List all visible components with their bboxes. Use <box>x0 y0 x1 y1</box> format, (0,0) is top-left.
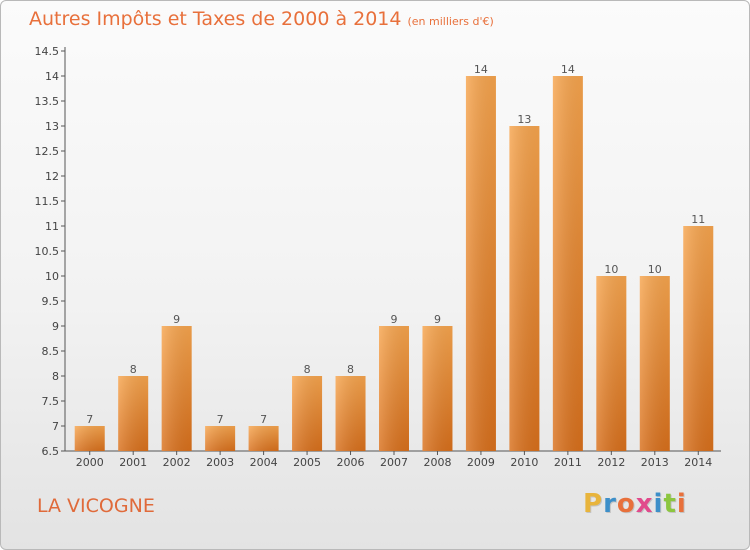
y-tick-label: 11.5 <box>35 195 60 208</box>
bar-value-label: 14 <box>561 63 575 76</box>
chart-title: Autres Impôts et Taxes de 2000 à 2014 (en… <box>29 8 494 30</box>
logo-letter: i <box>676 489 687 519</box>
bar-shade <box>509 126 540 451</box>
bar-value-label: 7 <box>86 413 93 426</box>
bar-shade <box>205 426 236 451</box>
bar-shade <box>248 426 279 451</box>
bar-value-label: 10 <box>648 263 662 276</box>
y-tick-label: 7 <box>52 420 59 433</box>
x-tick-label: 2013 <box>641 456 669 469</box>
x-tick-label: 2012 <box>597 456 625 469</box>
bar-value-label: 9 <box>173 313 180 326</box>
logo-letter: P <box>583 489 604 519</box>
y-tick-label: 11 <box>45 220 59 233</box>
bar-value-label: 9 <box>434 313 441 326</box>
y-tick-label: 10 <box>45 270 59 283</box>
bar-value-label: 14 <box>474 63 488 76</box>
bar-value-label: 10 <box>604 263 618 276</box>
x-tick-label: 2006 <box>337 456 365 469</box>
x-tick-label: 2000 <box>76 456 104 469</box>
y-tick-label: 7.5 <box>42 395 60 408</box>
bar-shade <box>118 376 149 451</box>
bar-shade <box>639 276 670 451</box>
x-tick-label: 2003 <box>206 456 234 469</box>
y-tick-label: 9 <box>52 320 59 333</box>
bar-shade <box>292 376 323 451</box>
logo-letter: r <box>603 489 617 519</box>
x-tick-label: 2001 <box>119 456 147 469</box>
bar-shade <box>422 326 453 451</box>
x-tick-label: 2009 <box>467 456 495 469</box>
bar-shade <box>552 76 583 451</box>
x-tick-label: 2005 <box>293 456 321 469</box>
bar-shade <box>683 226 714 451</box>
bar-value-label: 8 <box>304 363 311 376</box>
y-tick-label: 14 <box>45 70 59 83</box>
y-tick-label: 13 <box>45 120 59 133</box>
y-tick-label: 13.5 <box>35 95 60 108</box>
bar-value-label: 8 <box>347 363 354 376</box>
place-name: LA VICOGNE <box>37 495 155 517</box>
y-tick-label: 12.5 <box>35 145 60 158</box>
chart-title-text: Autres Impôts et Taxes de 2000 à 2014 <box>29 8 402 30</box>
x-tick-label: 2010 <box>510 456 538 469</box>
x-tick-label: 2004 <box>250 456 278 469</box>
bar-shade <box>465 76 496 451</box>
y-tick-label: 9.5 <box>42 295 60 308</box>
y-tick-label: 8 <box>52 370 59 383</box>
bar-shade <box>335 376 366 451</box>
x-tick-label: 2008 <box>423 456 451 469</box>
x-tick-label: 2011 <box>554 456 582 469</box>
bar-shade <box>161 326 192 451</box>
logo-letter: o <box>616 489 636 519</box>
bar-value-label: 13 <box>517 113 531 126</box>
y-tick-label: 14.5 <box>35 45 60 58</box>
logo-letter: t <box>663 489 677 519</box>
bar-value-label: 11 <box>691 213 705 226</box>
y-tick-label: 8.5 <box>42 345 60 358</box>
x-tick-label: 2007 <box>380 456 408 469</box>
y-tick-label: 6.5 <box>42 445 60 458</box>
bar-shade <box>74 426 105 451</box>
x-tick-label: 2014 <box>684 456 712 469</box>
bar-value-label: 9 <box>391 313 398 326</box>
bar-shade <box>379 326 409 451</box>
logo-letter: i <box>653 489 664 519</box>
bar-value-label: 7 <box>217 413 224 426</box>
chart-subtitle: (en milliers d'€) <box>407 15 494 28</box>
y-tick-label: 10.5 <box>35 245 60 258</box>
logo-letter: x <box>635 489 654 519</box>
proxiti-logo: Proxiti <box>583 489 687 519</box>
x-tick-label: 2002 <box>163 456 191 469</box>
bar-value-label: 7 <box>260 413 267 426</box>
bar-value-label: 8 <box>130 363 137 376</box>
bar-shade <box>596 276 627 451</box>
y-tick-label: 12 <box>45 170 59 183</box>
